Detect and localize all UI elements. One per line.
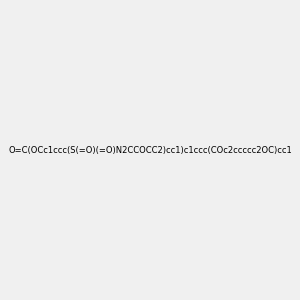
Text: O=C(OCc1ccc(S(=O)(=O)N2CCOCC2)cc1)c1ccc(COc2ccccc2OC)cc1: O=C(OCc1ccc(S(=O)(=O)N2CCOCC2)cc1)c1ccc(… — [8, 146, 292, 154]
